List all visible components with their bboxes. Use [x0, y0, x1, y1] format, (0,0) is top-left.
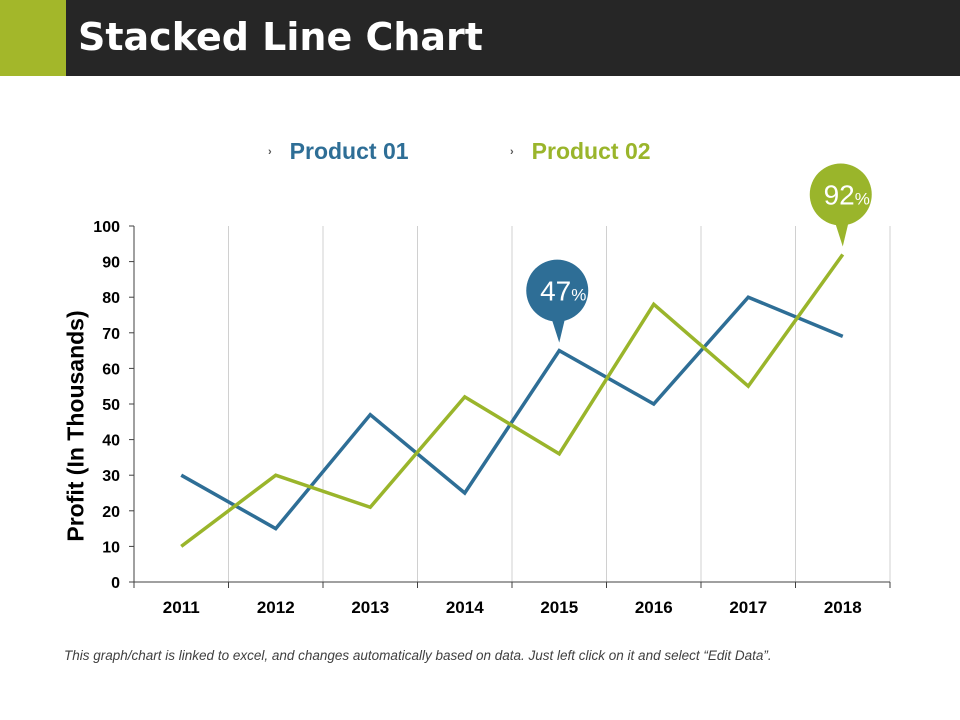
callout-value: 47	[540, 276, 571, 307]
y-tick-label: 0	[111, 575, 120, 592]
legend-label: Product 02	[531, 138, 651, 164]
x-tick-label: 2011	[163, 598, 200, 617]
x-tick-label: 2016	[635, 598, 673, 617]
callout-pointer	[834, 221, 849, 247]
y-tick-label: 50	[102, 397, 120, 414]
callout-pointer	[551, 317, 566, 343]
chevron-right-icon: ›	[510, 145, 514, 158]
callout-bubble: 47%	[526, 259, 589, 343]
callout-circle	[809, 163, 872, 226]
y-tick-label: 30	[102, 468, 120, 485]
x-tick-label: 2017	[729, 598, 767, 617]
y-tick-label: 100	[93, 219, 120, 236]
legend-item-product-01[interactable]: › Product 01	[268, 138, 409, 165]
y-tick-label: 20	[102, 504, 120, 521]
y-tick-label: 70	[102, 326, 120, 343]
title-accent-block	[0, 0, 66, 76]
callout-unit: %	[855, 189, 870, 208]
y-tick-label: 90	[102, 255, 120, 272]
callout-bubble: 92%	[809, 163, 872, 247]
x-tick-label: 2013	[351, 598, 389, 617]
y-tick-label: 10	[102, 539, 120, 556]
series-line	[180, 253, 845, 548]
page-title: Stacked Line Chart	[78, 15, 483, 59]
legend-item-product-02[interactable]: › Product 02	[510, 138, 651, 165]
callout-label: 47%	[540, 276, 586, 307]
callout-value: 92	[824, 179, 855, 210]
chevron-right-icon: ›	[268, 145, 272, 158]
x-tick-label: 2015	[540, 598, 578, 617]
series-product-01	[180, 295, 844, 531]
x-tick-label: 2012	[257, 598, 295, 617]
series-product-02	[180, 253, 845, 548]
x-tick-label: 2014	[446, 598, 484, 617]
chart-legend: › Product 01 › Product 02	[0, 138, 960, 172]
callout-circle	[526, 259, 589, 322]
title-bar: Stacked Line Chart	[0, 0, 960, 76]
callout-unit: %	[571, 286, 586, 305]
y-tick-label: 60	[102, 361, 120, 378]
callout-label: 92%	[824, 179, 870, 210]
y-tick-label: 40	[102, 433, 120, 450]
series-line	[180, 295, 844, 531]
y-tick-label: 80	[102, 290, 120, 307]
x-tick-label: 2018	[824, 598, 862, 617]
legend-label: Product 01	[289, 138, 409, 164]
footnote: This graph/chart is linked to excel, and…	[64, 648, 772, 663]
